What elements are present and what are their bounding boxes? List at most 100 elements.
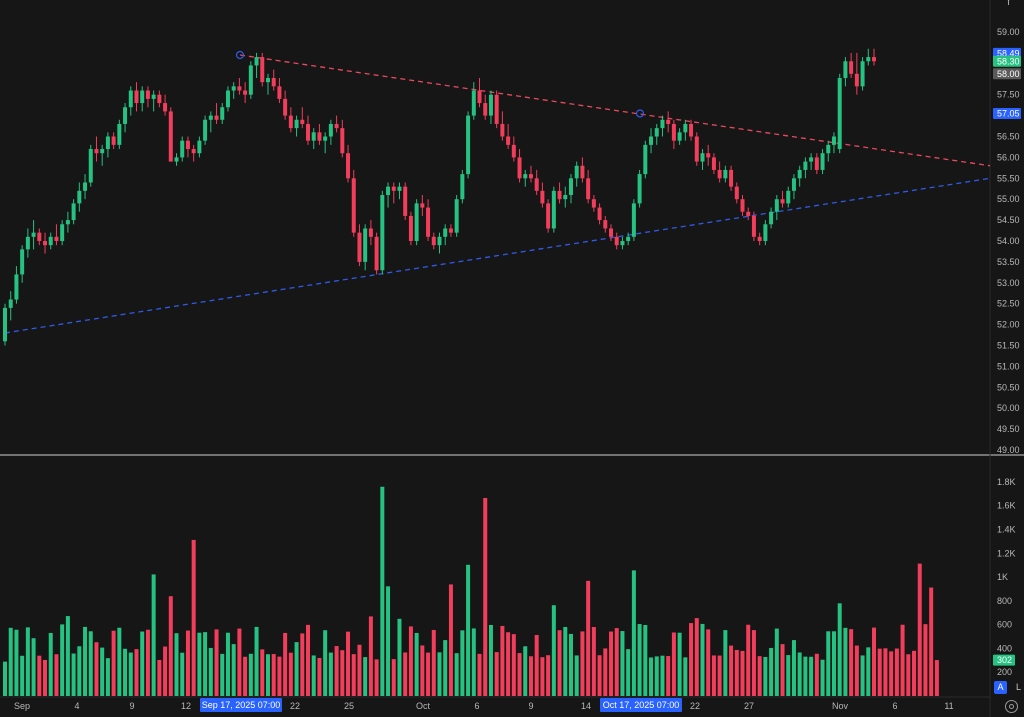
- volume-bar: [809, 656, 814, 696]
- candle-body: [283, 98, 288, 116]
- candle-body: [2, 307, 8, 342]
- candle-body: [214, 115, 219, 120]
- candle-body: [174, 157, 179, 162]
- volume-bar: [546, 655, 551, 696]
- volume-bar: [43, 659, 48, 696]
- auto-scale-button[interactable]: A: [994, 681, 1007, 694]
- candle-body: [797, 169, 802, 179]
- candle-body: [225, 90, 230, 108]
- volume-bar: [786, 655, 791, 696]
- price-tick-label: 57.50: [997, 90, 1020, 100]
- candle-body: [803, 161, 808, 170]
- volume-bar: [528, 656, 533, 696]
- candle-body: [60, 224, 65, 241]
- candle-body: [666, 119, 671, 124]
- candle-body: [603, 220, 608, 229]
- candle-body: [363, 228, 368, 262]
- volume-bar: [260, 649, 265, 696]
- price-tick-label: 54.00: [997, 236, 1020, 246]
- volume-bar: [408, 626, 413, 696]
- time-tick-label: 6: [474, 701, 479, 711]
- volume-bar: [734, 649, 739, 696]
- candle-body: [551, 190, 556, 229]
- volume-bar: [551, 605, 556, 696]
- candle-body: [203, 119, 208, 141]
- candle-body: [157, 94, 162, 104]
- candle-body: [163, 103, 168, 112]
- candle-body: [557, 190, 562, 200]
- volume-bar: [814, 653, 819, 696]
- log-scale-button[interactable]: L: [1015, 682, 1021, 692]
- volume-bar: [894, 648, 899, 696]
- volume-bar: [614, 628, 619, 696]
- candle-body: [671, 123, 676, 141]
- candle-body: [380, 195, 385, 271]
- candle-body: [43, 241, 48, 246]
- candle-body: [534, 178, 539, 191]
- candle-body: [374, 236, 379, 271]
- candle-body: [94, 149, 99, 154]
- volume-bar: [83, 626, 88, 696]
- volume-bar: [534, 634, 539, 696]
- price-tick-label: 55.00: [997, 194, 1020, 204]
- price-badge: [993, 108, 1021, 120]
- candle-body: [757, 236, 762, 241]
- candle-body: [528, 174, 533, 179]
- candle-body: [277, 86, 282, 99]
- volume-bar: [225, 632, 230, 696]
- candle-body: [723, 169, 728, 179]
- time-tick-label: Sep: [14, 701, 30, 711]
- volume-bar: [151, 574, 156, 696]
- candle-body: [37, 232, 42, 241]
- volume-bar: [346, 631, 351, 696]
- time-tick-label: 6: [892, 701, 897, 711]
- volume-bar: [694, 618, 699, 696]
- candle-body: [397, 186, 402, 191]
- time-tick-label: 22: [690, 701, 700, 711]
- volume-bar: [488, 624, 493, 696]
- volume-bar: [860, 655, 865, 696]
- candle-body: [334, 123, 339, 129]
- volume-bar: [208, 647, 213, 696]
- volume-bar: [357, 644, 362, 696]
- volume-tick-label: 800: [997, 596, 1012, 606]
- candle-body: [197, 140, 202, 154]
- candle-body: [185, 140, 190, 150]
- candle-body: [54, 236, 59, 241]
- volume-bar: [471, 628, 476, 696]
- volume-bar: [31, 638, 36, 696]
- volume-bar: [906, 654, 911, 696]
- price-tick-label: 53.00: [997, 278, 1020, 288]
- volume-bar: [729, 645, 734, 696]
- volume-bar: [643, 624, 648, 696]
- candle-body: [134, 90, 139, 104]
- volume-bar: [494, 652, 499, 696]
- volume-bar: [237, 628, 242, 696]
- candle-body: [65, 220, 70, 225]
- candle-body: [408, 215, 413, 241]
- price-badge-label: 58.49: [997, 48, 1020, 58]
- candle-body: [689, 123, 694, 137]
- candle-body: [117, 123, 122, 145]
- candle-body: [431, 236, 436, 246]
- volume-bar: [500, 625, 505, 696]
- candle-body: [791, 178, 796, 191]
- volume-bar: [603, 648, 608, 696]
- price-scale-menu[interactable]: f: [1007, 0, 1010, 8]
- price-tick-label: 52.00: [997, 320, 1020, 330]
- gear-icon[interactable]: [1005, 700, 1018, 713]
- candle-body: [31, 232, 36, 237]
- candle-body: [391, 186, 396, 191]
- volume-bar: [597, 655, 602, 696]
- volume-bar: [723, 630, 728, 696]
- volume-bar: [2, 661, 8, 696]
- candle-body: [111, 136, 116, 145]
- candle-body: [83, 182, 88, 191]
- candle-body: [620, 241, 625, 246]
- volume-bar: [117, 627, 122, 696]
- volume-bar: [443, 640, 448, 696]
- volume-bar: [586, 580, 591, 696]
- candle-body: [506, 136, 511, 145]
